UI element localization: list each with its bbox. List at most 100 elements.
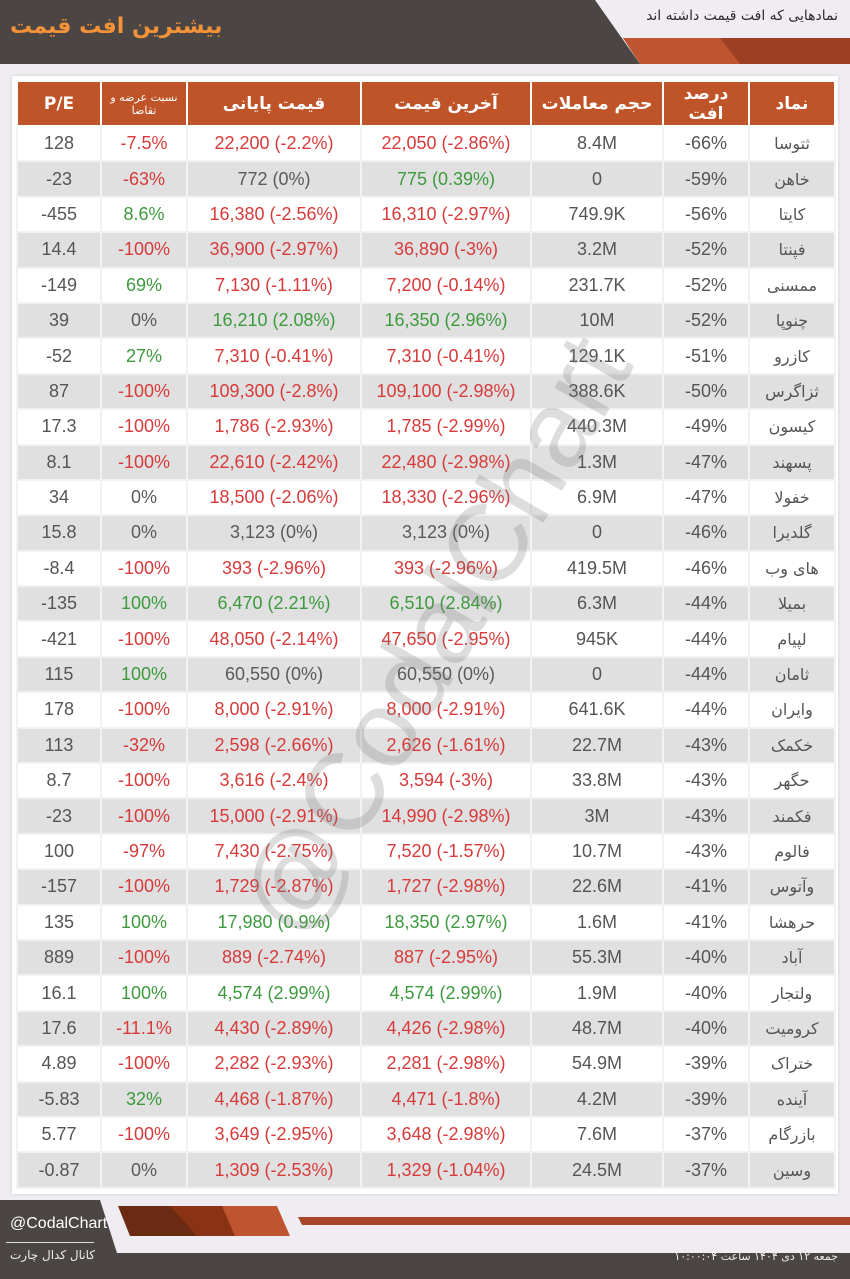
table-row[interactable]: 100 -97% 7,430 (-2.75%) 7,520 (-1.57%) 10.7M… — [16, 832, 836, 871]
drop-percent-cell: -39% — [662, 1080, 750, 1118]
column-header-drop[interactable]: درصد افت — [662, 80, 750, 127]
table-row[interactable]: 14.4 -100% 36,900 (-2.97%) 36,890 (-3%) 3.2M… — [16, 231, 836, 269]
volume-cell: 54.9M — [530, 1045, 664, 1083]
table-row[interactable]: 128 -7.5% 22,200 (-2.2%) 22,050 (-2.86%) 8.4… — [16, 124, 836, 163]
symbol-cell: آباد — [748, 938, 836, 977]
table-row[interactable]: 15.8 0% 3,123 (0%) 3,123 (0%) 0 -46% گلدیرا — [16, 514, 836, 552]
column-header-volume[interactable]: حجم معاملات — [530, 80, 664, 127]
ratio-cell: -100% — [100, 1115, 188, 1154]
closing-price-cell: 18,500 (-2.06%) — [186, 478, 362, 517]
table-row[interactable]: 5.77 -100% 3,649 (-2.95%) 3,648 (-2.98%) 7.6… — [16, 1115, 836, 1154]
closing-price-cell: 22,200 (-2.2%) — [186, 124, 362, 163]
volume-cell: 231.7K — [530, 266, 664, 304]
table-row[interactable]: 17.6 -11.1% 4,430 (-2.89%) 4,426 (-2.98%) 48… — [16, 1009, 836, 1048]
drop-percent-cell: -52% — [662, 231, 750, 269]
last-price-cell: 7,310 (-0.41%) — [360, 337, 532, 375]
header-accent-band-dark — [720, 38, 850, 64]
pe-cell: 128 — [16, 124, 102, 163]
table-row[interactable]: 889 -100% 889 (-2.74%) 887 (-2.95%) 55.3M -40… — [16, 938, 836, 977]
drop-percent-cell: -41% — [662, 868, 750, 906]
table-row[interactable]: 16.1 100% 4,574 (2.99%) 4,574 (2.99%) 1.9M -4… — [16, 974, 836, 1012]
symbol-cell: ولتجار — [748, 974, 836, 1012]
column-header-pe[interactable]: P/E — [16, 80, 102, 127]
table-row[interactable]: -135 100% 6,470 (2.21%) 6,510 (2.84%) 6.3M -4… — [16, 585, 836, 623]
closing-price-cell: 48,050 (-2.14%) — [186, 620, 362, 658]
volume-cell: 1.9M — [530, 974, 664, 1012]
drop-percent-cell: -56% — [662, 195, 750, 234]
pe-cell: -5.83 — [16, 1080, 102, 1118]
last-price-cell: 1,329 (-1.04%) — [360, 1151, 532, 1189]
drop-percent-cell: -44% — [662, 620, 750, 658]
table-row[interactable]: 115 100% 60,550 (0%) 60,550 (0%) 0 -44% ثامان — [16, 655, 836, 694]
volume-cell: 3M — [530, 797, 664, 835]
closing-price-cell: 3,649 (-2.95%) — [186, 1115, 362, 1154]
drop-percent-cell: -59% — [662, 160, 750, 198]
table-row[interactable]: -23 -100% 15,000 (-2.91%) 14,990 (-2.98%) 3M… — [16, 797, 836, 835]
symbol-cell: حگهر — [748, 762, 836, 800]
table-row[interactable]: -421 -100% 48,050 (-2.14%) 47,650 (-2.95%) 9… — [16, 620, 836, 658]
last-price-cell: 3,123 (0%) — [360, 514, 532, 552]
column-header-symbol[interactable]: نماد — [748, 80, 836, 127]
volume-cell: 1.3M — [530, 443, 664, 481]
footer-band-line — [298, 1217, 850, 1225]
pe-cell: 17.3 — [16, 408, 102, 446]
last-price-cell: 1,785 (-2.99%) — [360, 408, 532, 446]
table-row[interactable]: 113 -32% 2,598 (-2.66%) 2,626 (-1.61%) 22.7M… — [16, 726, 836, 765]
closing-price-cell: 16,380 (-2.56%) — [186, 195, 362, 234]
table-row[interactable]: 8.7 -100% 3,616 (-2.4%) 3,594 (-3%) 33.8M -43… — [16, 762, 836, 800]
ratio-cell: -7.5% — [100, 124, 188, 163]
drop-percent-cell: -51% — [662, 337, 750, 375]
volume-cell: 641.6K — [530, 691, 664, 729]
table-row[interactable]: 17.3 -100% 1,786 (-2.93%) 1,785 (-2.99%) 440… — [16, 408, 836, 446]
column-header-closing[interactable]: قیمت پایانی — [186, 80, 362, 127]
table-row[interactable]: -455 8.6% 16,380 (-2.56%) 16,310 (-2.97%) 74… — [16, 195, 836, 234]
table-row[interactable]: 87 -100% 109,300 (-2.8%) 109,100 (-2.98%) 38… — [16, 372, 836, 411]
last-price-cell: 7,200 (-0.14%) — [360, 266, 532, 304]
ratio-cell: -100% — [100, 443, 188, 481]
price-drop-table: P/E نسبت عرضه و تقاضا قیمت پایانی آخرین … — [16, 80, 836, 1189]
table-row[interactable]: 39 0% 16,210 (2.08%) 16,350 (2.96%) 10M -52% چ… — [16, 301, 836, 340]
symbol-cell: خفولا — [748, 478, 836, 517]
table-row[interactable]: -0.87 0% 1,309 (-2.53%) 1,329 (-1.04%) 24.5M… — [16, 1151, 836, 1189]
drop-percent-cell: -44% — [662, 585, 750, 623]
last-price-cell: 4,426 (-2.98%) — [360, 1009, 532, 1048]
volume-cell: 4.2M — [530, 1080, 664, 1118]
table-row[interactable]: 178 -100% 8,000 (-2.91%) 8,000 (-2.91%) 641.… — [16, 691, 836, 729]
closing-price-cell: 1,786 (-2.93%) — [186, 408, 362, 446]
table-row[interactable]: -8.4 -100% 393 (-2.96%) 393 (-2.96%) 419.5M -… — [16, 549, 836, 588]
table-row[interactable]: -157 -100% 1,729 (-2.87%) 1,727 (-2.98%) 22.… — [16, 868, 836, 906]
table-row[interactable]: -23 -63% 772 (0%) 775 (0.39%) 0 -59% خاهن — [16, 160, 836, 198]
closing-price-cell: 22,610 (-2.42%) — [186, 443, 362, 481]
table-row[interactable]: -52 27% 7,310 (-0.41%) 7,310 (-0.41%) 129.1K… — [16, 337, 836, 375]
ratio-cell: -97% — [100, 832, 188, 871]
ratio-cell: 8.6% — [100, 195, 188, 234]
drop-percent-cell: -49% — [662, 408, 750, 446]
table-row[interactable]: 4.89 -100% 2,282 (-2.93%) 2,281 (-2.98%) 54.… — [16, 1045, 836, 1083]
volume-cell: 388.6K — [530, 372, 664, 411]
drop-percent-cell: -39% — [662, 1045, 750, 1083]
closing-price-cell: 4,468 (-1.87%) — [186, 1080, 362, 1118]
pe-cell: 16.1 — [16, 974, 102, 1012]
closing-price-cell: 7,430 (-2.75%) — [186, 832, 362, 871]
ratio-cell: 100% — [100, 585, 188, 623]
column-header-last[interactable]: آخرین قیمت — [360, 80, 532, 127]
last-price-cell: 887 (-2.95%) — [360, 938, 532, 977]
pe-cell: -455 — [16, 195, 102, 234]
channel-handle[interactable]: @CodalChart — [10, 1215, 108, 1232]
ratio-cell: 100% — [100, 974, 188, 1012]
table-row[interactable]: 8.1 -100% 22,610 (-2.42%) 22,480 (-2.98%) 1.… — [16, 443, 836, 481]
ratio-cell: -100% — [100, 231, 188, 269]
column-header-ratio[interactable]: نسبت عرضه و تقاضا — [100, 80, 188, 127]
symbol-cell: های وب — [748, 549, 836, 588]
ratio-cell: 100% — [100, 903, 188, 941]
symbol-cell: حرهشا — [748, 903, 836, 941]
table-row[interactable]: 135 100% 17,980 (0.9%) 18,350 (2.97%) 1.6M -4… — [16, 903, 836, 941]
footer-divider — [6, 1242, 94, 1243]
last-price-cell: 47,650 (-2.95%) — [360, 620, 532, 658]
table-row[interactable]: 34 0% 18,500 (-2.06%) 18,330 (-2.96%) 6.9M -4… — [16, 478, 836, 517]
ratio-cell: -100% — [100, 762, 188, 800]
volume-cell: 3.2M — [530, 231, 664, 269]
pe-cell: 113 — [16, 726, 102, 765]
table-row[interactable]: -149 69% 7,130 (-1.11%) 7,200 (-0.14%) 231.7… — [16, 266, 836, 304]
table-row[interactable]: -5.83 32% 4,468 (-1.87%) 4,471 (-1.8%) 4.2M -… — [16, 1080, 836, 1118]
